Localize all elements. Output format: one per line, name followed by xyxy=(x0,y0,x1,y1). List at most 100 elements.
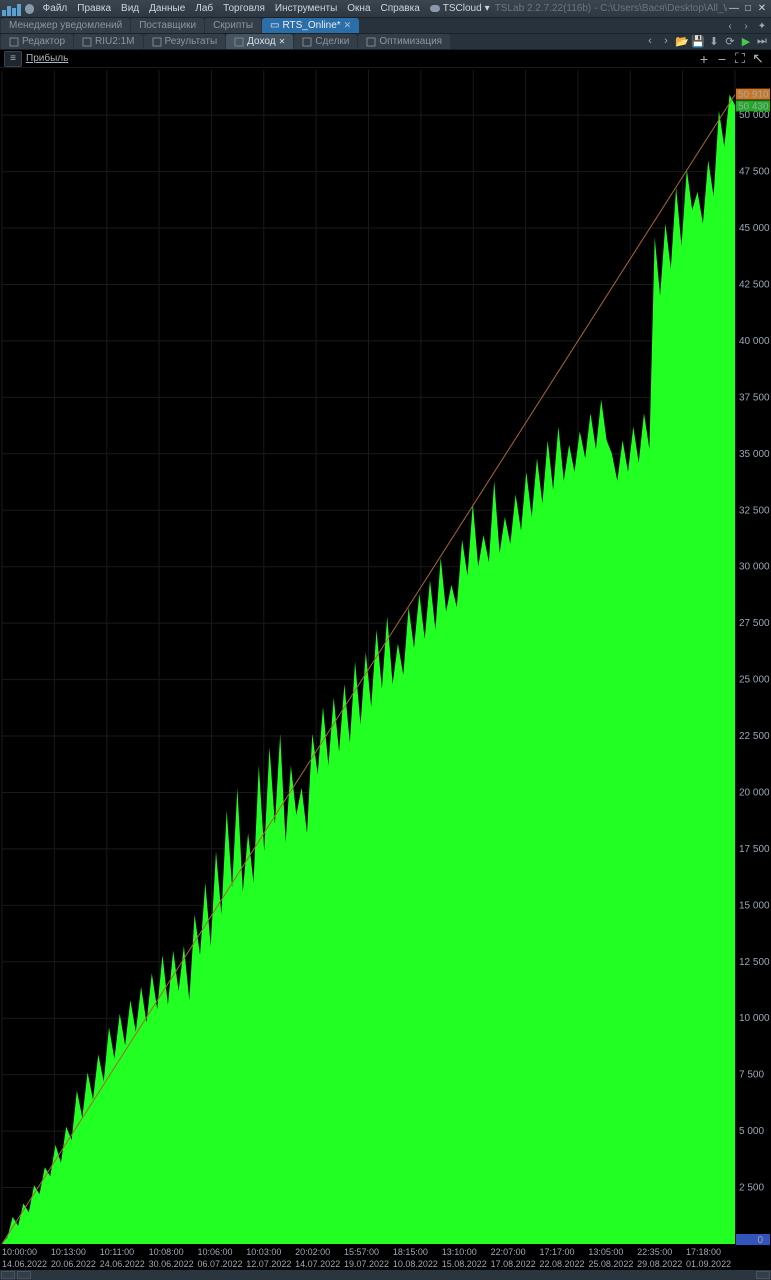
menu-item-Вид[interactable]: Вид xyxy=(116,0,144,18)
x-tick-date: 14.06.2022 xyxy=(2,1258,51,1270)
svg-text:45 000: 45 000 xyxy=(739,223,770,234)
sub-tab[interactable]: Доход ✕ xyxy=(226,34,293,49)
close-icon[interactable]: ✕ xyxy=(279,34,286,49)
save-icon[interactable]: 💾 xyxy=(691,34,705,48)
svg-text:40 000: 40 000 xyxy=(739,336,770,347)
fullscreen-icon[interactable]: ⛶ xyxy=(731,51,749,67)
subtab-icon xyxy=(152,37,162,47)
x-tick-date: 01.09.2022 xyxy=(686,1258,735,1270)
nav-prev-icon[interactable]: ‹ xyxy=(643,34,657,48)
profit-label[interactable]: Прибыль xyxy=(26,53,68,64)
zoom-out-icon[interactable]: − xyxy=(713,51,731,67)
menu-item-Окна[interactable]: Окна xyxy=(342,0,375,18)
x-tick-time: 15:57:00 xyxy=(344,1246,393,1258)
tab-label: RTS_Online* xyxy=(282,18,340,33)
svg-text:50 430: 50 430 xyxy=(738,101,769,112)
nav-right-icon[interactable]: › xyxy=(739,19,753,33)
tscloud-label: TSCloud xyxy=(443,0,482,18)
nav-next-icon[interactable]: › xyxy=(659,34,673,48)
maximize-button[interactable]: □ xyxy=(741,2,755,16)
main-tab[interactable]: Скрипты xyxy=(205,18,261,33)
status-seg[interactable] xyxy=(17,1271,31,1279)
x-tick-time: 17:18:00 xyxy=(686,1246,735,1258)
svg-text:37 500: 37 500 xyxy=(739,392,770,403)
svg-text:50 910: 50 910 xyxy=(738,90,769,101)
sub-tab[interactable]: Редактор xyxy=(1,34,73,49)
subtab-label: Сделки xyxy=(315,34,349,49)
sub-tabs: Редактор RIU2:1M Результаты Доход ✕ Сделки Опт… xyxy=(0,34,771,50)
status-seg[interactable] xyxy=(1,1271,15,1279)
tab-icon: ▭ xyxy=(270,18,279,33)
open-icon[interactable]: 📂 xyxy=(675,34,689,48)
svg-text:10 000: 10 000 xyxy=(739,1013,770,1024)
window-buttons: — □ ✕ xyxy=(727,2,769,16)
status-seg-right[interactable] xyxy=(756,1271,770,1279)
tab-label: Поставщики xyxy=(139,18,196,33)
play-icon[interactable]: ▶ xyxy=(739,34,753,48)
svg-text:2 500: 2 500 xyxy=(739,1183,764,1194)
sub-tab[interactable]: RIU2:1M xyxy=(74,34,142,49)
menu-item-Справка[interactable]: Справка xyxy=(376,0,425,18)
x-tick-date: 14.07.2022 xyxy=(295,1258,344,1270)
x-tick-time: 13:05:00 xyxy=(588,1246,637,1258)
x-tick-time: 10:03:00 xyxy=(246,1246,295,1258)
main-tab[interactable]: Поставщики xyxy=(131,18,204,33)
x-tick-time: 17:17:00 xyxy=(539,1246,588,1258)
sub-tab[interactable]: Результаты xyxy=(144,34,226,49)
x-tick-time: 13:10:00 xyxy=(442,1246,491,1258)
menu-item-Торговля[interactable]: Торговля xyxy=(218,0,270,18)
subtab-label: Редактор xyxy=(22,34,65,49)
list-icon[interactable]: ≡ xyxy=(4,51,22,67)
subtab-label: Доход xyxy=(247,34,275,49)
svg-text:5 000: 5 000 xyxy=(739,1126,764,1137)
pointer-icon[interactable]: ↖ xyxy=(749,51,767,67)
close-button[interactable]: ✕ xyxy=(755,2,769,16)
subtab-icon xyxy=(302,37,312,47)
status-bar xyxy=(0,1270,771,1280)
menubar: ФайлПравкаВидДанныеЛабТорговляИнструмент… xyxy=(0,0,771,18)
cloud-icon xyxy=(430,5,440,12)
svg-text:27 500: 27 500 xyxy=(739,618,770,629)
window-title: TSLab 2.2.7.22(116b) - C:\Users\Вася\Des… xyxy=(495,3,727,14)
zoom-in-icon[interactable]: + xyxy=(695,51,713,67)
svg-text:35 000: 35 000 xyxy=(739,449,770,460)
nav-left-icon[interactable]: ‹ xyxy=(723,19,737,33)
menu-item-Инструменты[interactable]: Инструменты xyxy=(270,0,342,18)
x-tick-date: 19.07.2022 xyxy=(344,1258,393,1270)
tscloud-menu[interactable]: TSCloud ▾ xyxy=(425,0,495,18)
menu-item-Лаб[interactable]: Лаб xyxy=(190,0,218,18)
svg-text:12 500: 12 500 xyxy=(739,957,770,968)
x-tick-date: 17.08.2022 xyxy=(491,1258,540,1270)
x-tick-date: 24.06.2022 xyxy=(100,1258,149,1270)
menu-item-Данные[interactable]: Данные xyxy=(144,0,190,18)
download-icon[interactable]: ⬇ xyxy=(707,34,721,48)
minimize-button[interactable]: — xyxy=(727,2,741,16)
step-icon[interactable]: ⏭ xyxy=(755,34,769,48)
subtab-icon xyxy=(234,37,244,47)
svg-text:30 000: 30 000 xyxy=(739,562,770,573)
sub-tab[interactable]: Сделки xyxy=(294,34,357,49)
settings-icon[interactable]: ✦ xyxy=(755,19,769,33)
menu-item-Правка[interactable]: Правка xyxy=(72,0,116,18)
main-tabs: Менеджер уведомлений Поставщики Скрипты ▭RT… xyxy=(0,18,771,34)
x-tick-time: 20:02:00 xyxy=(295,1246,344,1258)
main-tab[interactable]: ▭RTS_Online* ✕ xyxy=(262,18,359,33)
tab-label: Скрипты xyxy=(213,18,253,33)
cloud-upload-icon[interactable] xyxy=(25,4,34,14)
refresh-icon[interactable]: ⟳ xyxy=(723,34,737,48)
x-tick-time: 10:08:00 xyxy=(149,1246,198,1258)
svg-text:7 500: 7 500 xyxy=(739,1070,764,1081)
x-tick-time: 10:06:00 xyxy=(197,1246,246,1258)
x-tick-time: 10:11:00 xyxy=(100,1246,149,1258)
x-tick-date: 10.08.2022 xyxy=(393,1258,442,1270)
close-icon[interactable]: ✕ xyxy=(344,18,352,33)
main-tab[interactable]: Менеджер уведомлений xyxy=(1,18,130,33)
sub-tab[interactable]: Оптимизация xyxy=(358,34,450,49)
x-tick-time: 10:13:00 xyxy=(51,1246,100,1258)
x-tick-time: 22:07:00 xyxy=(491,1246,540,1258)
subtab-label: RIU2:1M xyxy=(95,34,134,49)
svg-text:15 000: 15 000 xyxy=(739,900,770,911)
chart[interactable]: 2 5005 0007 50010 00012 50015 00017 5002… xyxy=(0,68,771,1246)
menu-item-Файл[interactable]: Файл xyxy=(38,0,73,18)
x-tick-time: 18:15:00 xyxy=(393,1246,442,1258)
